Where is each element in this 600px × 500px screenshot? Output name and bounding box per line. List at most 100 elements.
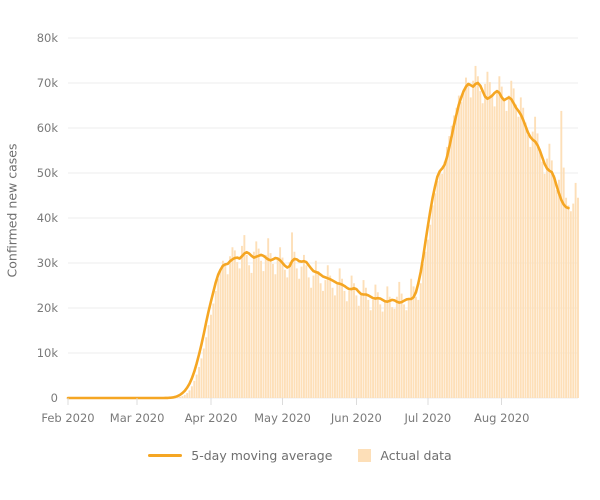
bar bbox=[255, 241, 258, 398]
bar bbox=[524, 122, 527, 398]
bar bbox=[357, 305, 360, 398]
bar bbox=[412, 286, 415, 398]
legend-line-icon bbox=[148, 453, 183, 457]
bar bbox=[569, 211, 572, 398]
legend-item-moving-average[interactable]: 5-day moving average bbox=[148, 448, 332, 463]
bar bbox=[488, 82, 491, 398]
y-axis-tick-label: 80k bbox=[37, 31, 59, 45]
bar bbox=[565, 197, 568, 398]
bar bbox=[503, 98, 506, 398]
bar bbox=[384, 301, 386, 398]
bar bbox=[405, 310, 408, 398]
bar bbox=[546, 158, 548, 398]
bar bbox=[529, 146, 532, 398]
bar bbox=[326, 265, 329, 398]
bar bbox=[305, 265, 308, 398]
bar bbox=[226, 274, 229, 398]
bar bbox=[498, 76, 501, 398]
bar bbox=[400, 293, 403, 398]
bar bbox=[567, 205, 570, 398]
bar bbox=[338, 268, 341, 398]
bar bbox=[291, 232, 293, 398]
chart-legend: 5-day moving average Actual data bbox=[0, 438, 600, 472]
bar bbox=[531, 131, 534, 398]
bar bbox=[181, 396, 184, 398]
bar bbox=[176, 397, 179, 398]
legend-item-actual-data[interactable]: Actual data bbox=[358, 447, 452, 463]
x-axis-tick-label: Jul 2020 bbox=[403, 411, 451, 425]
bar bbox=[231, 247, 234, 398]
bar bbox=[379, 304, 382, 398]
bar bbox=[450, 125, 453, 398]
bar bbox=[183, 394, 186, 398]
y-axis-tick-label: 20k bbox=[37, 301, 59, 315]
bar bbox=[453, 115, 456, 399]
bar bbox=[238, 268, 241, 398]
bar bbox=[515, 104, 517, 398]
x-axis-tick-label: May 2020 bbox=[254, 411, 311, 425]
bar bbox=[336, 284, 339, 398]
moving-average-line-group bbox=[66, 81, 570, 400]
bar bbox=[548, 143, 551, 398]
bar bbox=[441, 173, 444, 398]
y-axis-ticks-group: 0 10k 20k 30k 40k 50k 60k 70k 80k bbox=[37, 31, 59, 405]
bar bbox=[257, 248, 260, 398]
bar bbox=[200, 358, 203, 398]
bar bbox=[438, 170, 441, 398]
bar bbox=[467, 85, 470, 398]
bar bbox=[343, 290, 346, 398]
bar bbox=[417, 299, 420, 398]
bar bbox=[310, 287, 313, 398]
y-axis-tick-label: 40k bbox=[37, 211, 59, 225]
x-axis-tick-label: Feb 2020 bbox=[41, 411, 94, 425]
bar bbox=[205, 337, 208, 398]
bar bbox=[188, 390, 191, 398]
bar bbox=[419, 283, 422, 398]
bar bbox=[319, 283, 322, 398]
bar bbox=[276, 259, 279, 398]
bar bbox=[279, 247, 282, 398]
bar bbox=[391, 307, 394, 398]
bar bbox=[217, 278, 220, 398]
x-axis-ticks-group: Feb 2020 Mar 2020 Apr 2020 May 2020 Jun 2020… bbox=[41, 398, 529, 425]
bar bbox=[388, 296, 391, 398]
x-axis-tick-label: Apr 2020 bbox=[185, 411, 238, 425]
bar bbox=[422, 263, 425, 398]
bar bbox=[536, 133, 539, 398]
bar bbox=[434, 193, 436, 398]
bar bbox=[429, 224, 432, 398]
x-axis-tick-label: Mar 2020 bbox=[110, 411, 165, 425]
bar bbox=[283, 269, 286, 398]
bar bbox=[534, 116, 537, 398]
bar bbox=[210, 314, 212, 398]
bar bbox=[424, 251, 427, 398]
bar bbox=[410, 278, 413, 398]
legend-label-moving-average: 5-day moving average bbox=[191, 447, 333, 463]
bar bbox=[264, 254, 267, 398]
bar bbox=[500, 86, 503, 398]
legend-label-actual-data: Actual data bbox=[380, 447, 452, 463]
bar bbox=[312, 275, 315, 398]
bar bbox=[219, 271, 222, 398]
bar bbox=[224, 263, 227, 398]
bar bbox=[557, 179, 560, 398]
bar bbox=[355, 295, 358, 398]
bar bbox=[465, 77, 467, 398]
bar bbox=[286, 277, 289, 398]
bar bbox=[364, 287, 367, 398]
bar bbox=[250, 272, 253, 398]
bar bbox=[367, 299, 370, 398]
bar bbox=[262, 271, 265, 398]
bar bbox=[436, 181, 439, 398]
bar bbox=[241, 245, 243, 398]
bar bbox=[445, 146, 448, 398]
bar bbox=[345, 301, 348, 398]
bar bbox=[353, 283, 355, 398]
bar bbox=[350, 275, 353, 398]
y-axis-tick-label: 0 bbox=[51, 391, 58, 405]
bar bbox=[372, 299, 374, 398]
moving-average-line bbox=[66, 81, 570, 400]
bar bbox=[403, 304, 405, 398]
